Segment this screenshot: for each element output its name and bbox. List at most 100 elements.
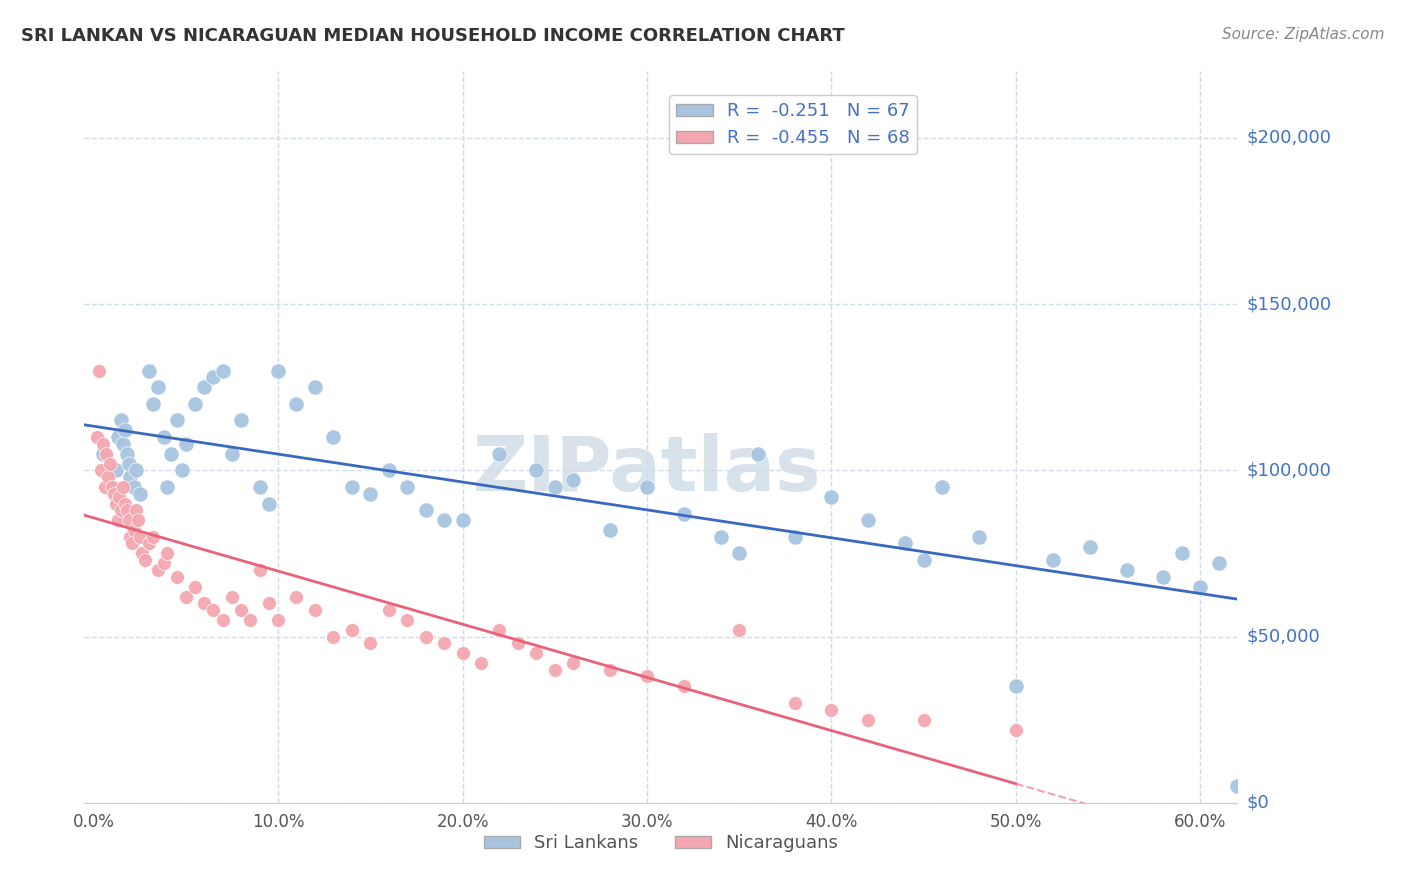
- Point: [672, 507, 695, 521]
- Point: [146, 380, 169, 394]
- Point: [138, 536, 160, 550]
- Point: [142, 397, 165, 411]
- Point: [967, 530, 990, 544]
- Point: [894, 536, 917, 550]
- Point: [128, 530, 150, 544]
- Point: [90, 463, 112, 477]
- Point: [138, 363, 160, 377]
- Point: [524, 646, 547, 660]
- Point: [110, 503, 132, 517]
- Point: [470, 656, 492, 670]
- Point: [1042, 553, 1064, 567]
- Point: [415, 630, 437, 644]
- Text: $150,000: $150,000: [1247, 295, 1331, 313]
- Legend: Sri Lankans, Nicaraguans: Sri Lankans, Nicaraguans: [477, 827, 845, 860]
- Point: [1226, 779, 1249, 793]
- Point: [193, 596, 215, 610]
- Point: [1153, 570, 1175, 584]
- Point: [912, 713, 935, 727]
- Point: [451, 513, 474, 527]
- Point: [599, 523, 621, 537]
- Point: [101, 480, 124, 494]
- Point: [174, 436, 197, 450]
- Point: [257, 596, 280, 610]
- Point: [125, 463, 148, 477]
- Point: [117, 513, 139, 527]
- Point: [359, 636, 381, 650]
- Point: [599, 663, 621, 677]
- Point: [221, 590, 243, 604]
- Point: [127, 513, 149, 527]
- Point: [1005, 680, 1028, 694]
- Point: [114, 497, 136, 511]
- Point: [267, 613, 290, 627]
- Point: [193, 380, 215, 394]
- Point: [184, 397, 207, 411]
- Point: [112, 480, 135, 494]
- Point: [544, 663, 567, 677]
- Point: [96, 447, 118, 461]
- Text: Source: ZipAtlas.com: Source: ZipAtlas.com: [1222, 27, 1385, 42]
- Point: [340, 480, 363, 494]
- Point: [710, 530, 733, 544]
- Point: [636, 669, 658, 683]
- Point: [820, 703, 842, 717]
- Point: [152, 430, 174, 444]
- Point: [636, 480, 658, 494]
- Point: [104, 463, 127, 477]
- Point: [1078, 540, 1101, 554]
- Point: [506, 636, 529, 650]
- Point: [562, 656, 585, 670]
- Point: [98, 457, 121, 471]
- Point: [156, 480, 179, 494]
- Point: [160, 447, 183, 461]
- Point: [152, 557, 174, 571]
- Point: [267, 363, 290, 377]
- Point: [931, 480, 953, 494]
- Point: [249, 480, 271, 494]
- Point: [117, 457, 139, 471]
- Point: [562, 473, 585, 487]
- Point: [322, 630, 344, 644]
- Point: [101, 480, 124, 494]
- Point: [672, 680, 695, 694]
- Point: [93, 480, 115, 494]
- Point: [131, 546, 153, 560]
- Point: [415, 503, 437, 517]
- Point: [110, 413, 132, 427]
- Point: [728, 623, 751, 637]
- Point: [377, 463, 399, 477]
- Point: [858, 513, 880, 527]
- Point: [146, 563, 169, 577]
- Point: [285, 397, 308, 411]
- Point: [202, 603, 225, 617]
- Point: [91, 447, 114, 461]
- Point: [184, 580, 207, 594]
- Point: [728, 546, 751, 560]
- Point: [108, 490, 131, 504]
- Point: [103, 486, 125, 500]
- Point: [304, 380, 326, 394]
- Text: $100,000: $100,000: [1247, 461, 1331, 479]
- Point: [166, 570, 188, 584]
- Point: [433, 636, 456, 650]
- Point: [239, 613, 262, 627]
- Point: [86, 430, 108, 444]
- Point: [747, 447, 769, 461]
- Point: [285, 590, 308, 604]
- Point: [340, 623, 363, 637]
- Point: [107, 430, 129, 444]
- Point: [166, 413, 188, 427]
- Point: [121, 536, 143, 550]
- Point: [142, 530, 165, 544]
- Text: SRI LANKAN VS NICARAGUAN MEDIAN HOUSEHOLD INCOME CORRELATION CHART: SRI LANKAN VS NICARAGUAN MEDIAN HOUSEHOL…: [21, 27, 845, 45]
- Point: [120, 470, 142, 484]
- Point: [87, 363, 110, 377]
- Text: ZIPatlas: ZIPatlas: [472, 434, 821, 508]
- Point: [1189, 580, 1212, 594]
- Point: [128, 486, 150, 500]
- Point: [783, 696, 806, 710]
- Point: [858, 713, 880, 727]
- Point: [231, 413, 253, 427]
- Point: [433, 513, 456, 527]
